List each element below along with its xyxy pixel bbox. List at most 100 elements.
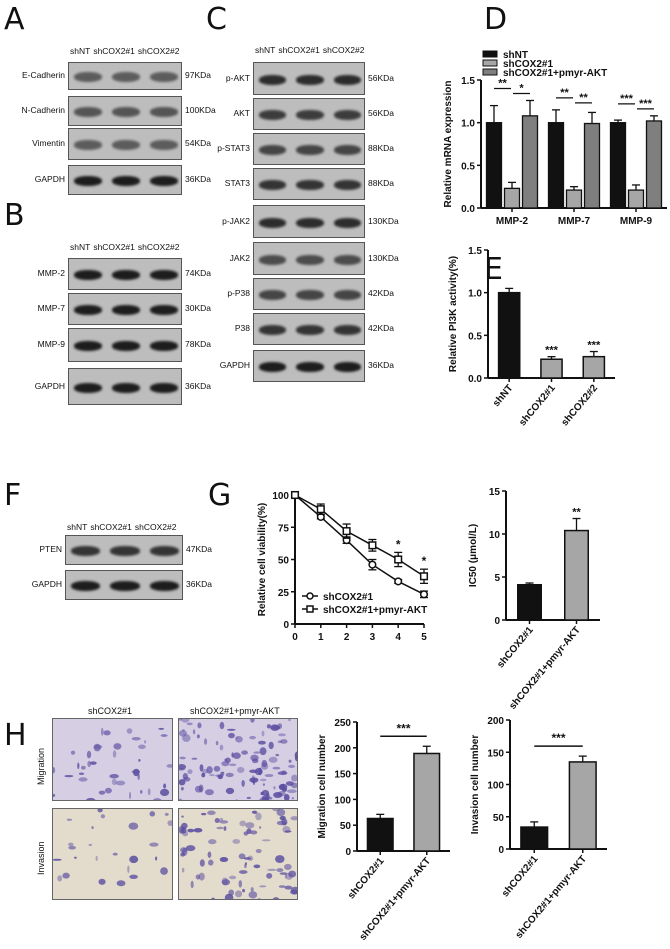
protein-band <box>150 140 178 150</box>
molecular-weight: 56KDa <box>368 72 394 83</box>
molecular-weight: 130KDa <box>368 252 399 263</box>
stained-cell <box>78 777 88 782</box>
stained-cell <box>272 809 281 812</box>
blot-pten <box>65 535 183 565</box>
stained-cell <box>131 737 141 741</box>
stained-cell <box>239 820 247 827</box>
molecular-weight: 97KDa <box>185 70 211 80</box>
stained-cell <box>215 740 219 746</box>
blot-gapdh <box>68 165 182 195</box>
protein-band <box>110 546 140 556</box>
stained-cell <box>243 831 249 836</box>
significance-mark: * <box>396 537 401 551</box>
bar-shcox2#1+pmyr-akt <box>521 115 539 209</box>
micrograph-migration-shcox2 <box>52 718 173 801</box>
stained-cell <box>276 809 286 817</box>
protein-band <box>333 74 361 85</box>
protein-band <box>296 145 324 155</box>
stained-cell <box>115 780 126 786</box>
bar-shcox2#1+pmyr-akt <box>583 122 601 209</box>
stained-cell <box>97 809 103 813</box>
stained-cell <box>273 786 276 790</box>
stained-cell <box>265 792 270 800</box>
y-tick-label: 5 <box>494 573 500 584</box>
lane-header-row: shNT shCOX2#1 shCOX2#2 <box>255 45 365 55</box>
lane-header: shCOX2#2 <box>137 242 180 252</box>
stained-cell <box>223 826 227 831</box>
molecular-weight: 36KDa <box>186 579 212 589</box>
protein-band <box>296 180 324 190</box>
protein-band <box>112 176 140 186</box>
protein-band <box>150 382 178 393</box>
stained-cell <box>259 747 267 756</box>
stained-cell <box>185 845 196 852</box>
data-point-circle <box>394 577 403 586</box>
molecular-weight: 130KDa <box>368 215 399 226</box>
stained-cell <box>235 736 243 743</box>
lane-header-row: shNT shCOX2#1 shCOX2#2 <box>70 242 180 252</box>
data-point-square <box>290 490 300 500</box>
stained-cell <box>98 790 106 795</box>
stained-cell <box>187 828 195 833</box>
y-tick-label: 1.0 <box>461 119 475 130</box>
protein-band <box>296 290 324 300</box>
legend-label: shNT <box>503 50 528 61</box>
molecular-weight: 74KDa <box>185 268 211 278</box>
protein-band <box>259 110 287 120</box>
protein-band <box>333 145 361 155</box>
x-tick-label: 1 <box>318 632 324 643</box>
stained-cell <box>70 750 76 755</box>
stained-cell <box>269 796 273 800</box>
data-point-square <box>316 505 325 514</box>
stained-cell <box>288 764 296 768</box>
blot-row-label: p-AKT <box>225 72 250 83</box>
blot-akt <box>253 98 365 130</box>
lane-header: shCOX2#1 <box>93 46 135 56</box>
stained-cell <box>264 773 274 778</box>
blot-row-label: AKT <box>233 108 250 118</box>
blot-p38 <box>253 313 365 345</box>
stained-cell <box>208 859 214 866</box>
significance-mark: ** <box>572 507 581 519</box>
stained-cell <box>147 788 151 796</box>
blot-p-stat3 <box>253 133 365 165</box>
stained-cell <box>219 817 224 822</box>
protein-band <box>71 546 101 556</box>
y-tick-label: 100 <box>487 781 504 792</box>
protein-band <box>296 325 324 335</box>
lane-header: shCOX2#1 <box>278 45 320 55</box>
stained-cell <box>199 764 204 772</box>
protein-band <box>112 382 140 393</box>
stained-cell <box>255 812 262 821</box>
stained-cell <box>268 756 278 763</box>
x-tick-label: shCOX2#1 <box>517 383 558 429</box>
blot-p-akt <box>253 62 365 95</box>
stained-cell <box>277 771 288 776</box>
molecular-weight: 36KDa <box>185 380 211 391</box>
protein-band <box>296 362 324 372</box>
stained-cell <box>214 817 220 823</box>
stained-cell <box>250 887 254 892</box>
protein-band <box>112 270 140 280</box>
stained-cell <box>129 855 139 864</box>
blot-row-label: GAPDH <box>219 360 250 370</box>
stained-cell <box>262 783 265 786</box>
stained-cell <box>257 898 261 899</box>
y-tick-label: 200 <box>487 716 504 727</box>
significance-mark: *** <box>545 345 559 357</box>
bar-shcox2#1 <box>517 583 542 621</box>
stained-cell <box>183 777 191 782</box>
significance-mark: *** <box>396 721 410 735</box>
significance-mark: *** <box>587 340 601 352</box>
stained-cell <box>163 783 167 789</box>
stained-cell <box>159 788 170 797</box>
blot-mmp-9 <box>68 328 182 362</box>
blot-gapdh <box>253 350 365 382</box>
protein-band <box>333 362 361 372</box>
blot-p-jak2 <box>253 205 365 238</box>
micrograph-invasion-pmyr-akt <box>178 808 298 900</box>
molecular-weight: 36KDa <box>185 174 211 184</box>
bar-shcox2#1+pmyr-akt <box>413 752 441 852</box>
stained-cell <box>88 843 93 846</box>
protein-band <box>296 74 324 85</box>
